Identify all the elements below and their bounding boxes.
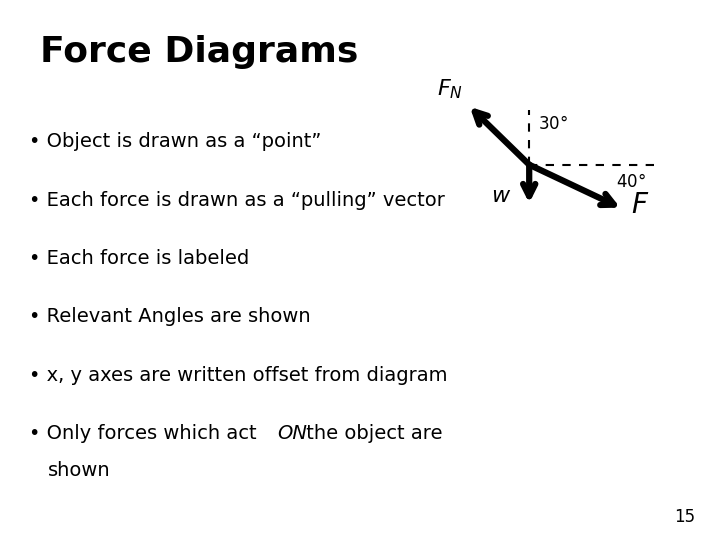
Text: $F_N$: $F_N$ [436,78,463,102]
Text: • Only forces which act: • Only forces which act [29,424,263,443]
Text: • x, y axes are written offset from diagram: • x, y axes are written offset from diag… [29,366,447,384]
Text: 15: 15 [674,509,695,526]
Text: $w$: $w$ [491,186,511,206]
Text: ON: ON [277,424,307,443]
Text: Force Diagrams: Force Diagrams [40,35,358,69]
Text: • Each force is labeled: • Each force is labeled [29,249,249,268]
Text: • Relevant Angles are shown: • Relevant Angles are shown [29,307,310,326]
Text: $30°$: $30°$ [538,116,568,133]
Text: • Object is drawn as a “point”: • Object is drawn as a “point” [29,132,321,151]
Text: $F$: $F$ [631,191,649,219]
Text: shown: shown [48,461,111,480]
Text: the object are: the object are [300,424,442,443]
Text: $40°$: $40°$ [616,173,646,191]
Text: • Each force is drawn as a “pulling” vector: • Each force is drawn as a “pulling” vec… [29,191,445,210]
